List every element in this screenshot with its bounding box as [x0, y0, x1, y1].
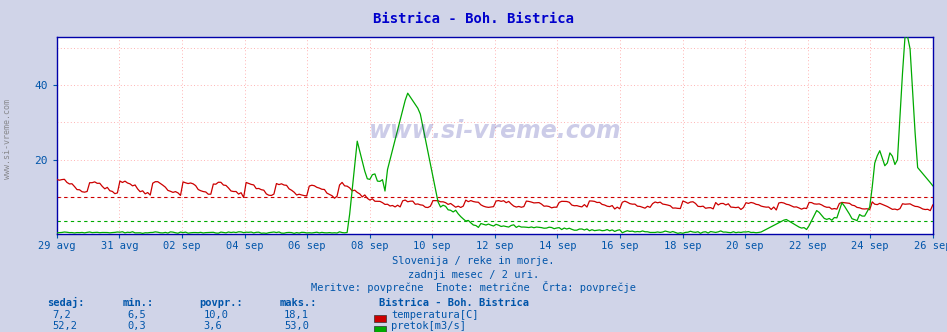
Text: 53,0: 53,0	[284, 321, 309, 331]
Text: 10,0: 10,0	[204, 310, 228, 320]
Text: povpr.:: povpr.:	[199, 298, 242, 308]
Text: 18,1: 18,1	[284, 310, 309, 320]
Text: Bistrica - Boh. Bistrica: Bistrica - Boh. Bistrica	[379, 298, 528, 308]
Text: Meritve: povprečne  Enote: metrične  Črta: povprečje: Meritve: povprečne Enote: metrične Črta:…	[311, 282, 636, 293]
Text: maks.:: maks.:	[279, 298, 317, 308]
Text: 3,6: 3,6	[204, 321, 223, 331]
Text: pretok[m3/s]: pretok[m3/s]	[391, 321, 466, 331]
Text: sedaj:: sedaj:	[47, 297, 85, 308]
Text: min.:: min.:	[123, 298, 154, 308]
Text: temperatura[C]: temperatura[C]	[391, 310, 478, 320]
Text: 52,2: 52,2	[52, 321, 77, 331]
Text: 6,5: 6,5	[128, 310, 147, 320]
Text: www.si-vreme.com: www.si-vreme.com	[3, 100, 12, 179]
Text: Slovenija / reke in morje.: Slovenija / reke in morje.	[392, 256, 555, 266]
Text: 0,3: 0,3	[128, 321, 147, 331]
Text: Bistrica - Boh. Bistrica: Bistrica - Boh. Bistrica	[373, 12, 574, 26]
Text: zadnji mesec / 2 uri.: zadnji mesec / 2 uri.	[408, 270, 539, 280]
Text: www.si-vreme.com: www.si-vreme.com	[368, 119, 621, 143]
Text: 7,2: 7,2	[52, 310, 71, 320]
